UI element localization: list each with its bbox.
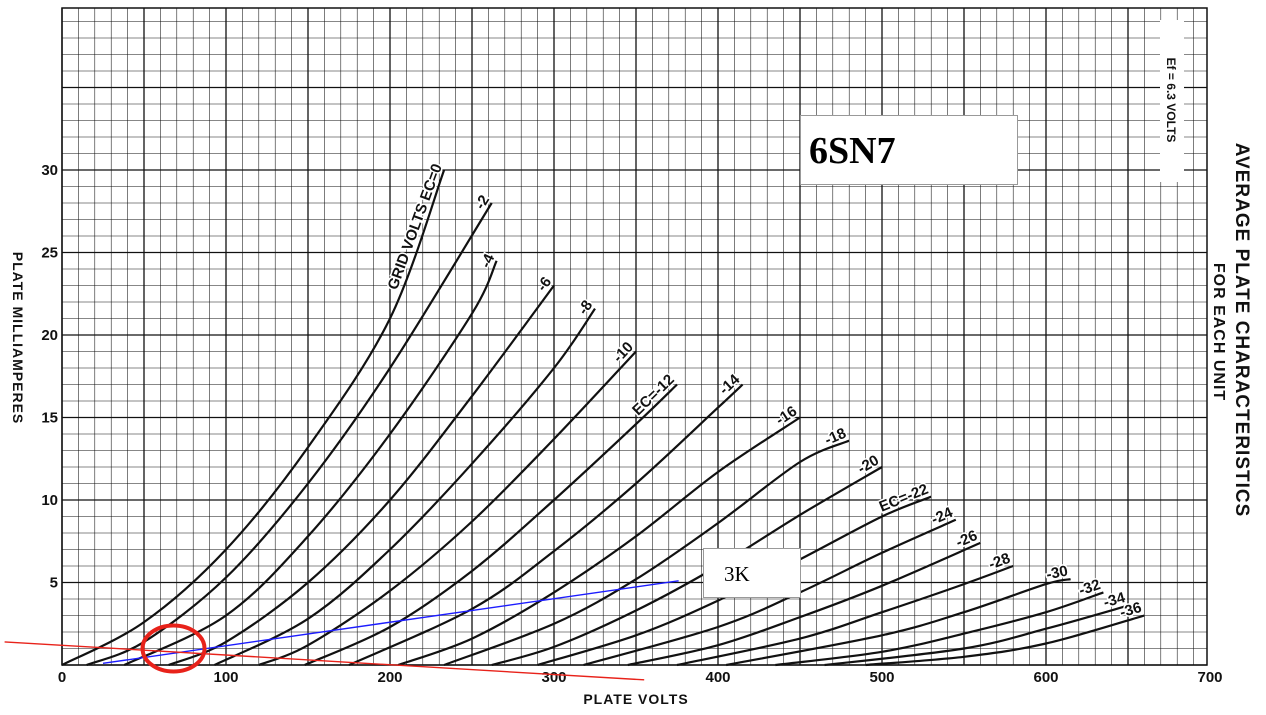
plate-curve: [258, 350, 637, 667]
load-line-label: 3K: [703, 548, 801, 598]
y-tick-label: 15: [41, 410, 58, 427]
x-tick-label: 600: [1033, 669, 1058, 686]
load-line: [102, 580, 679, 665]
plot-area: [61, 7, 1208, 666]
heater-voltage-note: Ef = 6.3 VOLTS: [1164, 58, 1178, 143]
plate-curve: [775, 591, 1104, 667]
y-tick-label: 30: [41, 162, 58, 179]
axes: 0 100 200 300 400 500 600 700 5 10 15 20 25 30: [34, 162, 1223, 686]
x-tick-label: 0: [58, 669, 66, 686]
plate-curve: [824, 604, 1129, 667]
plate-curve: [348, 383, 744, 666]
y-tick-label: 25: [41, 245, 58, 262]
chart-subtitle: FOR EACH UNIT: [1210, 263, 1227, 401]
plate-curve: [397, 416, 801, 667]
plate-curve: [627, 541, 981, 667]
y-tick-label: 10: [41, 492, 58, 509]
grid: [61, 7, 1208, 666]
x-tick-label: 700: [1197, 669, 1222, 686]
plate-curve: [214, 307, 596, 666]
plate-curve: [725, 578, 1071, 667]
load-line: [4, 641, 645, 681]
axis-label-mask: [34, 570, 60, 670]
plate-curve: [676, 564, 1014, 667]
y-tick-label: 5: [50, 575, 58, 592]
x-tick-label: 500: [869, 669, 894, 686]
plate-curve: [491, 466, 883, 667]
y-tick-label: 20: [41, 327, 58, 344]
plate-curve: [61, 169, 446, 666]
curve-label: -30: [1045, 562, 1070, 583]
plate-curve: [304, 383, 678, 667]
operating-point-circle: [140, 623, 207, 674]
chart-title: AVERAGE PLATE CHARACTERISTICS: [1231, 143, 1252, 518]
x-tick-label: 400: [705, 669, 730, 686]
x-tick-label: 200: [377, 669, 402, 686]
x-tick-label: 100: [213, 669, 238, 686]
load-line-overlay: [4, 580, 679, 681]
x-axis-title: PLATE VOLTS: [583, 691, 688, 707]
plate-curve: [865, 614, 1145, 667]
x-tick-label: 300: [541, 669, 566, 686]
heater-note-box: [1160, 20, 1184, 182]
tube-type-label: 6SN7: [800, 115, 1018, 185]
y-axis-title: PLATE MILLIAMPERES: [10, 252, 26, 425]
plate-curve: [168, 284, 555, 667]
plate-curve: [443, 439, 850, 667]
plate-curve: [123, 260, 498, 666]
